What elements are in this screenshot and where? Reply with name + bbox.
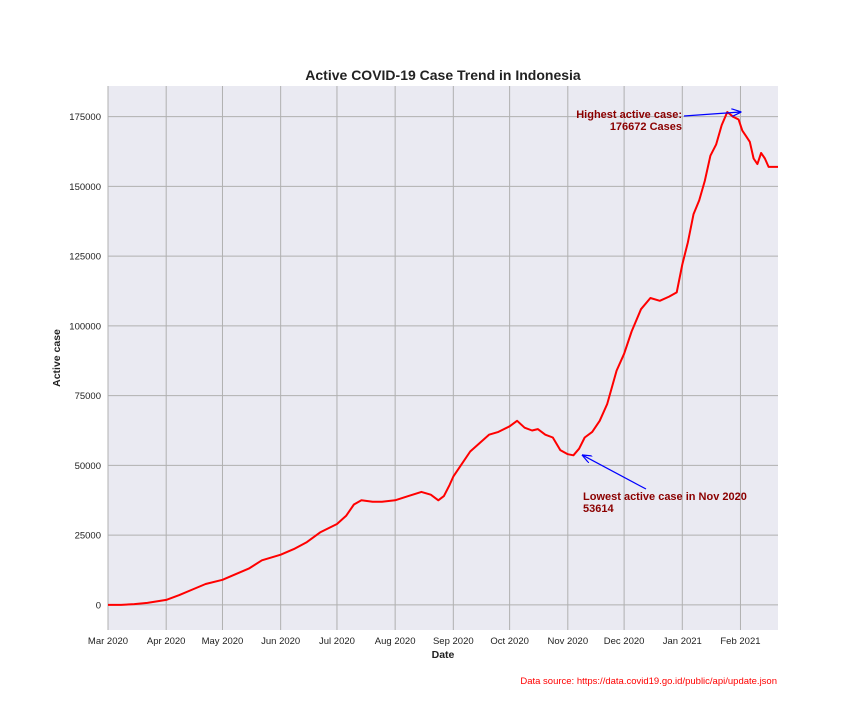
y-axis-ticks: 0 25000 50000 75000 100000 125000 150000 175000	[69, 112, 101, 611]
y-tick-label: 50000	[75, 461, 101, 472]
x-tick-label: Feb 2021	[720, 636, 760, 647]
annotations-group: Highest active case: 176672 Cases Lowest a…	[576, 109, 747, 515]
y-tick-label: 125000	[69, 252, 101, 263]
x-tick-label: Jun 2020	[261, 636, 300, 647]
x-axis-ticks: Mar 2020 Apr 2020 May 2020 Jun 2020 Jul 2020…	[88, 636, 761, 647]
highest-case-annotation-line: Highest active case:	[576, 109, 682, 121]
y-tick-label: 25000	[75, 531, 101, 542]
highest-case-annotation-line: 176672 Cases	[610, 121, 682, 133]
grid-lines	[107, 86, 778, 630]
x-tick-label: May 2020	[202, 636, 244, 647]
active-case-series-line	[108, 111, 778, 606]
x-tick-label: Dec 2020	[604, 636, 645, 647]
y-tick-label: 100000	[69, 321, 101, 332]
lowest-case-arrow	[583, 455, 647, 490]
chart-title: Active COVID-19 Case Trend in Indonesia	[305, 67, 581, 83]
x-tick-label: Jul 2020	[319, 636, 355, 647]
series-group	[108, 111, 778, 606]
highest-case-annotation: Highest active case: 176672 Cases	[576, 109, 682, 133]
x-tick-label: Oct 2020	[490, 636, 529, 647]
lowest-case-annotation-line: Lowest active case in Nov 2020	[583, 491, 747, 503]
data-source-note: Data source: https://data.covid19.go.id/…	[520, 676, 777, 687]
x-tick-label: Jan 2021	[663, 636, 702, 647]
lowest-case-annotation: Lowest active case in Nov 2020 53614	[583, 491, 747, 515]
x-tick-label: Sep 2020	[433, 636, 474, 647]
y-tick-label: 75000	[75, 391, 101, 402]
x-tick-label: Apr 2020	[147, 636, 186, 647]
y-tick-label: 175000	[69, 112, 101, 123]
x-tick-label: Aug 2020	[375, 636, 416, 647]
highest-case-arrow	[683, 112, 740, 116]
plot-area	[108, 86, 778, 630]
x-tick-label: Nov 2020	[547, 636, 588, 647]
y-tick-label: 0	[96, 600, 101, 611]
x-tick-label: Mar 2020	[88, 636, 128, 647]
y-axis-label: Active case	[51, 329, 63, 387]
lowest-case-annotation-line: 53614	[583, 503, 614, 515]
y-tick-label: 150000	[69, 182, 101, 193]
x-axis-label: Date	[432, 649, 455, 661]
